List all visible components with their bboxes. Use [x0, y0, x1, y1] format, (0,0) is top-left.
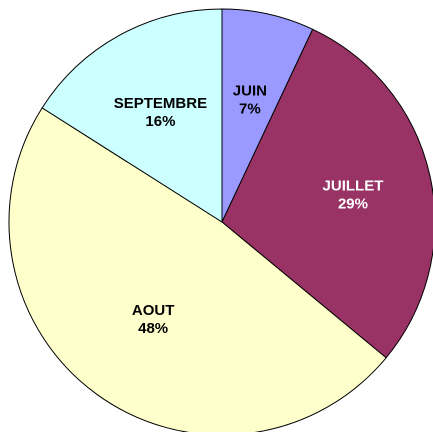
slice-label-aout: AOUT	[132, 302, 175, 319]
slice-value-juillet: 29%	[338, 196, 368, 213]
slice-value-septembre: 16%	[145, 113, 175, 130]
slice-juillet	[221, 28, 433, 359]
slice-aout	[8, 107, 387, 432]
slice-label-juin: JUIN	[233, 82, 267, 99]
slice-label-septembre: SEPTEMBRE	[114, 95, 207, 112]
slice-septembre	[41, 8, 223, 223]
slice-value-juin: 7%	[239, 100, 261, 117]
slice-label-juillet: JUILLET	[323, 178, 384, 195]
slice-value-aout: 48%	[138, 320, 168, 337]
pie-slices	[8, 8, 433, 432]
